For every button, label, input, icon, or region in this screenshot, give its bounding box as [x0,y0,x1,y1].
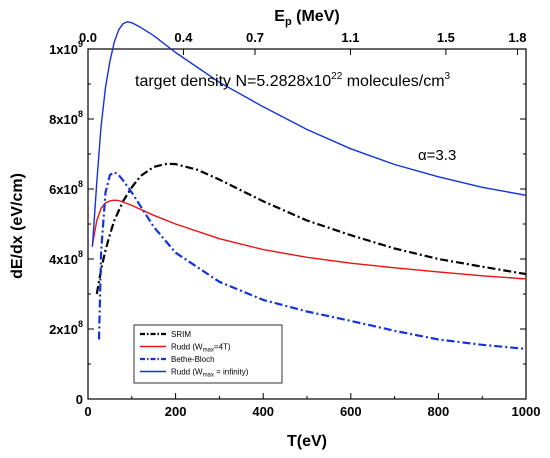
legend-label-main-3: Rudd (W [171,368,203,377]
alpha-annotation: α=3.3 [418,147,456,164]
legend-label-sub-3: max [203,373,214,379]
y-tick-exp-5: 9 [78,39,83,49]
x-tick-label-3: 600 [340,404,362,419]
x-tick-label-1: 200 [165,404,187,419]
legend-label-2: Bethe-Bloch [171,355,215,364]
y-tick-base-5: 1x10 [49,42,78,57]
series-line-3 [91,21,527,247]
legend-label-sub-1: max [203,348,214,354]
x-tick-label-2: 400 [252,404,274,419]
density-unit-exp: 3 [445,71,451,82]
top-tick-label-1: 0.4 [174,30,193,45]
y-tick-base-4: 8x10 [49,112,78,127]
density-unit: molecules/cm [342,73,444,90]
series-line-2 [97,171,527,350]
top-tick-label-2: 0.7 [246,30,264,45]
y-tick-exp-2: 8 [78,249,83,259]
legend-label-main-1: Rudd (W [171,343,203,352]
y-tick-base-0: 0 [76,392,83,407]
density-exp: 22 [331,71,343,82]
top-tick-label-0: 0.0 [79,30,97,45]
top-tick-label-5: 1.8 [508,30,526,45]
legend-label-0: SRIM [171,330,191,339]
legend-label-tail-1: =4T) [214,343,231,352]
x-tick-label-5: 1000 [512,404,541,419]
axis-title-top-unit: (MeV) [292,8,340,25]
top-tick-label-4: 1.5 [437,30,455,45]
y-tick-label-3: 6x108 [49,179,83,197]
legend-label-main-0: SRIM [171,330,191,339]
legend-label-1: Rudd (Wmax=4T) [171,343,231,354]
axis-title-top-sub: p [285,16,292,28]
y-tick-base-2: 4x10 [49,252,78,267]
top-tick-label-3: 1.1 [341,30,359,45]
density-main: target density N=5.2828x10 [135,73,331,90]
y-tick-base-1: 2x10 [49,322,78,337]
legend-label-main-2: Bethe-Bloch [171,355,215,364]
y-tick-exp-4: 8 [78,109,83,119]
legend-label-tail-3: = infinity) [214,368,249,377]
y-tick-exp-1: 8 [78,319,83,329]
series-line-0 [95,162,527,295]
series-line-1 [91,199,527,280]
axes-layer [87,48,527,400]
y-tick-label-5: 1x109 [49,39,83,57]
series-layer [91,21,527,350]
y-tick-base-3: 6x10 [49,182,78,197]
axis-title-top: Ep (MeV) [274,8,339,28]
x-tick-label-4: 800 [428,404,450,419]
y-tick-exp-3: 8 [78,179,83,189]
density-annotation: target density N=5.2828x1022 molecules/c… [135,71,451,90]
y-tick-label-1: 2x108 [49,319,83,337]
y-tick-label-0: 0 [76,392,83,407]
legend-label-3: Rudd (Wmax = infinity) [171,368,249,379]
axis-title-y: dE/dx (eV/cm) [9,173,26,279]
axis-title-x: T(eV) [287,433,327,450]
x-tick-label-0: 0 [84,404,91,419]
y-tick-label-4: 8x108 [49,109,83,127]
y-tick-label-2: 4x108 [49,249,83,267]
axis-title-top-main: E [274,8,285,25]
labels-layer: 0 200 400 600 800 1000 0.0 0.4 0.7 1.1 1.5 1.8 0 2x10… [49,30,540,419]
